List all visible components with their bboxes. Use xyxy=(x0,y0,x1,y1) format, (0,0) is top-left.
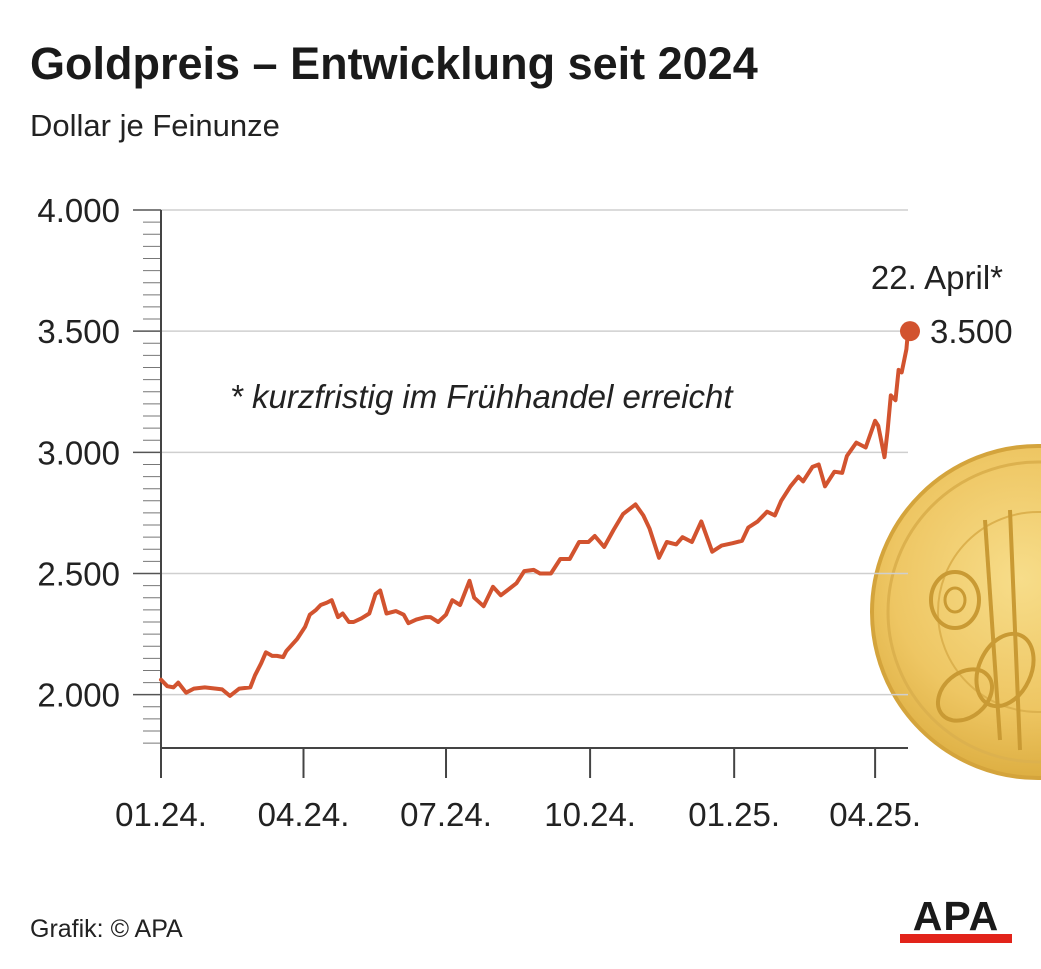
chart-title: Goldpreis – Entwicklung seit 2024 xyxy=(30,38,758,89)
apa-logo-bar xyxy=(900,934,1012,943)
x-tick-label: 01.24. xyxy=(115,796,207,833)
y-tick-label: 3.000 xyxy=(37,434,120,471)
annotation-value: 3.500 xyxy=(930,313,1013,350)
y-axis: 2.000 2.500 3.000 3.500 4.000 xyxy=(37,192,162,748)
apa-logo: APA xyxy=(900,893,1012,945)
apa-logo-text: APA xyxy=(912,893,1000,939)
annotations: 22. April* 3.500 * kurzfristig im Frühhand… xyxy=(230,259,1013,415)
chart-subtitle: Dollar je Feinunze xyxy=(30,108,280,143)
annotation-footnote: * kurzfristig im Frühhandel erreicht xyxy=(230,378,734,415)
x-axis: 01.24. 04.24. 07.24. 10.24. 01.25. 04.25. xyxy=(115,747,921,833)
y-tick-label: 2.000 xyxy=(37,677,120,714)
series-line xyxy=(159,329,910,698)
y-tick-label: 2.500 xyxy=(37,556,120,593)
source-credit: Grafik: © APA xyxy=(30,915,183,943)
y-tick-label: 4.000 xyxy=(37,192,120,229)
x-tick-label: 07.24. xyxy=(400,796,492,833)
data-point-marker xyxy=(900,321,920,342)
series-lines xyxy=(159,329,910,698)
x-tick-label: 04.24. xyxy=(258,796,350,833)
x-tick-label: 01.25. xyxy=(688,796,780,833)
x-tick-label: 10.24. xyxy=(544,796,636,833)
gridlines xyxy=(161,209,908,696)
x-tick-label: 04.25. xyxy=(829,796,921,833)
gold-coin-illustration xyxy=(870,444,1041,780)
y-tick-label: 3.500 xyxy=(37,313,120,350)
annotation-date: 22. April* xyxy=(871,259,1003,296)
